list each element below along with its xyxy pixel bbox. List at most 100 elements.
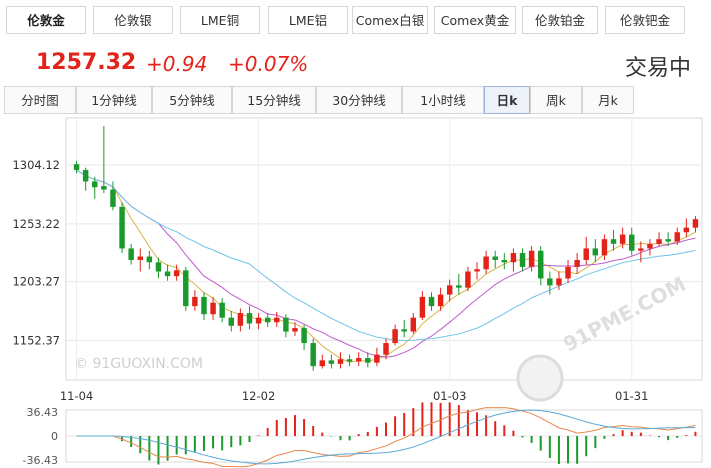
period-tab-0[interactable]: 分时图 [4, 86, 76, 114]
candle [428, 296, 435, 307]
y-tick-label: 1304.12 [12, 158, 60, 172]
candle [601, 239, 608, 256]
macd-dif-line [76, 407, 696, 468]
last-price: 1257.32 [36, 50, 137, 75]
candle [537, 250, 544, 279]
tab-0[interactable]: 伦敦金 [6, 6, 86, 34]
candle [574, 259, 580, 267]
candle [446, 285, 453, 295]
candle [164, 271, 171, 277]
x-tick-label: 01-03 [433, 389, 466, 403]
candle [192, 296, 198, 307]
tab-6[interactable]: 伦敦铂金 [522, 6, 598, 34]
period-tab-6[interactable]: 日k [484, 86, 530, 114]
candle [565, 266, 571, 279]
candle [146, 256, 153, 263]
candle [492, 256, 498, 260]
period-tab-5[interactable]: 1小时线 [402, 86, 484, 114]
period-tab-3[interactable]: 15分钟线 [232, 86, 316, 114]
candle [619, 234, 626, 244]
candle [583, 248, 589, 260]
tab-5[interactable]: Comex黄金 [434, 6, 516, 34]
candle [346, 359, 353, 362]
tab-7[interactable]: 伦敦钯金 [605, 6, 685, 34]
candle [173, 270, 180, 277]
candle [228, 317, 235, 326]
candle [137, 256, 143, 260]
price-change-pct: +0.07% [228, 52, 309, 76]
candle [392, 329, 398, 344]
price-change: +0.94 [146, 52, 208, 76]
candle [110, 189, 116, 207]
candle [264, 317, 271, 323]
candle [355, 358, 362, 362]
candle [692, 219, 699, 228]
candle [274, 317, 280, 323]
candle [210, 302, 216, 315]
macd-dea-line [76, 409, 696, 465]
period-tab-8[interactable]: 月k [582, 86, 634, 114]
candle [237, 313, 244, 326]
candle [556, 278, 562, 286]
candle [528, 250, 535, 267]
candle [183, 270, 189, 307]
candle [337, 359, 344, 364]
candle [82, 169, 89, 182]
period-tab-4[interactable]: 30分钟线 [316, 86, 402, 114]
candle [465, 271, 471, 288]
candle [73, 164, 80, 170]
candle [292, 328, 298, 332]
x-tick-label: 01-31 [615, 389, 648, 403]
candle [374, 354, 380, 363]
candle [401, 329, 407, 332]
x-tick-label: 11-04 [60, 389, 93, 403]
y-tick-label: 1253.22 [12, 217, 60, 231]
candle [683, 227, 690, 233]
candle [474, 269, 480, 272]
candle [92, 181, 98, 188]
tab-3[interactable]: LME铝 [268, 6, 348, 34]
candle [501, 259, 508, 263]
candle [283, 317, 289, 332]
y-tick-label: 1152.37 [12, 333, 60, 347]
candle [310, 343, 316, 367]
candle [665, 239, 671, 242]
logo-emblem [516, 354, 564, 402]
candle [419, 296, 426, 318]
candle [647, 243, 653, 249]
candle [674, 232, 680, 242]
tab-1[interactable]: 伦敦银 [93, 6, 173, 34]
candle [101, 186, 107, 190]
candle [510, 253, 517, 263]
candle [383, 343, 389, 355]
quote-bar: 1257.32 +0.94 +0.07% 交易中 [0, 46, 711, 82]
candle [519, 253, 526, 267]
candle [219, 302, 225, 318]
y-tick-label: 1203.27 [12, 275, 60, 289]
candle [456, 285, 462, 288]
macd-tick-label: 0 [51, 430, 58, 443]
macd-tick-label: -36.43 [23, 454, 58, 467]
candle [547, 278, 553, 286]
candle [246, 313, 253, 324]
candle [255, 317, 262, 324]
candle [483, 256, 489, 270]
tab-4[interactable]: Comex白银 [352, 6, 428, 34]
candle [328, 360, 335, 364]
candle [319, 360, 326, 367]
candle [301, 328, 307, 344]
period-tab-2[interactable]: 5分钟线 [152, 86, 232, 114]
tab-2[interactable]: LME铜 [180, 6, 260, 34]
candle [437, 294, 444, 307]
candle [656, 239, 662, 244]
candle [592, 248, 599, 256]
period-tab-7[interactable]: 周k [530, 86, 582, 114]
candle [119, 206, 125, 249]
candle [638, 248, 644, 251]
watermark: © 91GUOXIN.COM [74, 356, 203, 372]
x-tick-label: 12-02 [242, 389, 275, 403]
candle [201, 296, 207, 315]
period-tab-1[interactable]: 1分钟线 [76, 86, 152, 114]
candle [629, 234, 635, 251]
